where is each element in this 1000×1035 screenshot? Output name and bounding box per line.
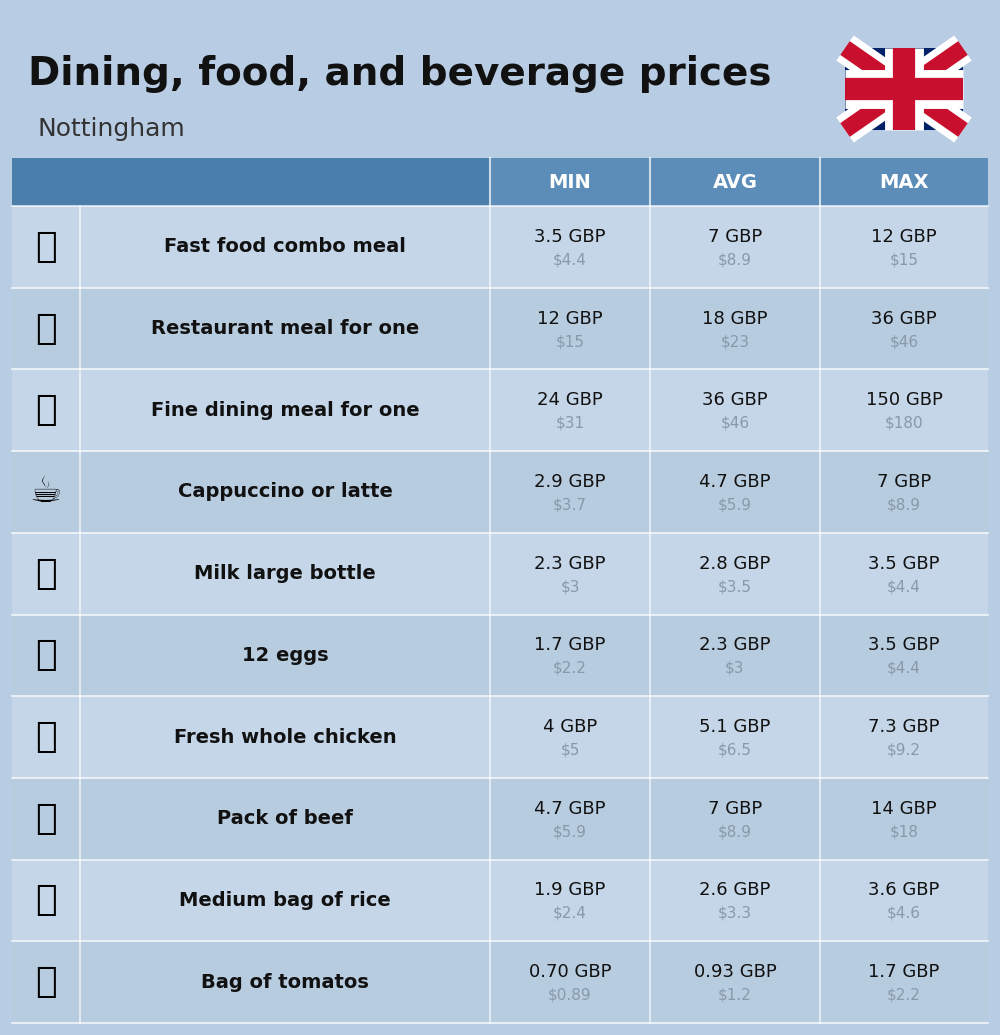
Bar: [12, 206, 988, 288]
Text: 1.7 GBP: 1.7 GBP: [868, 964, 940, 981]
Text: $8.9: $8.9: [718, 253, 752, 267]
Text: 1.7 GBP: 1.7 GBP: [534, 637, 606, 654]
Text: 5.1 GBP: 5.1 GBP: [699, 718, 771, 736]
Text: 3.5 GBP: 3.5 GBP: [868, 555, 940, 572]
Text: 36 GBP: 36 GBP: [871, 309, 937, 327]
Text: 2.8 GBP: 2.8 GBP: [699, 555, 771, 572]
Text: Milk large bottle: Milk large bottle: [194, 564, 376, 583]
Bar: [12, 860, 988, 941]
Text: 🥩: 🥩: [35, 802, 57, 835]
Bar: [12, 697, 988, 778]
Text: 7 GBP: 7 GBP: [877, 473, 931, 491]
Text: $8.9: $8.9: [887, 498, 921, 512]
Text: 150 GBP: 150 GBP: [866, 391, 942, 409]
Text: 2.3 GBP: 2.3 GBP: [534, 555, 606, 572]
Text: 18 GBP: 18 GBP: [702, 309, 768, 327]
Text: 12 GBP: 12 GBP: [537, 309, 603, 327]
Bar: [12, 158, 988, 206]
Text: 🥛: 🥛: [35, 557, 57, 591]
Text: 0.70 GBP: 0.70 GBP: [529, 964, 611, 981]
Text: Dining, food, and beverage prices: Dining, food, and beverage prices: [28, 55, 772, 93]
Bar: [12, 288, 988, 369]
Text: 0.93 GBP: 0.93 GBP: [694, 964, 776, 981]
Text: MAX: MAX: [879, 173, 929, 191]
Text: 3.5 GBP: 3.5 GBP: [534, 228, 606, 246]
Text: $5.9: $5.9: [718, 498, 752, 512]
Text: $6.5: $6.5: [718, 742, 752, 758]
Text: $4.4: $4.4: [887, 661, 921, 676]
Text: 2.6 GBP: 2.6 GBP: [699, 882, 771, 899]
Text: 🍅: 🍅: [35, 966, 57, 999]
Text: $4.4: $4.4: [887, 580, 921, 594]
Text: 3.6 GBP: 3.6 GBP: [868, 882, 940, 899]
Text: 🥚: 🥚: [35, 639, 57, 673]
Bar: [12, 369, 988, 451]
Bar: [12, 533, 988, 615]
Text: $2.2: $2.2: [887, 987, 921, 1003]
Text: 7 GBP: 7 GBP: [708, 800, 762, 818]
Text: AVG: AVG: [712, 173, 758, 191]
Text: $18: $18: [890, 824, 918, 839]
Text: 14 GBP: 14 GBP: [871, 800, 937, 818]
Text: $5: $5: [560, 742, 580, 758]
Text: $3.3: $3.3: [718, 906, 752, 921]
Text: $4.6: $4.6: [887, 906, 921, 921]
Text: $9.2: $9.2: [887, 742, 921, 758]
Text: 🐔: 🐔: [35, 720, 57, 755]
Text: $3: $3: [725, 661, 745, 676]
Text: 🍔: 🍔: [35, 230, 57, 264]
Text: Nottingham: Nottingham: [38, 117, 186, 141]
Text: $180: $180: [885, 416, 923, 431]
Text: Bag of tomatos: Bag of tomatos: [201, 973, 369, 992]
Text: $8.9: $8.9: [718, 824, 752, 839]
Bar: [12, 778, 988, 860]
Text: $23: $23: [720, 334, 750, 349]
Bar: [12, 158, 490, 206]
Text: Medium bag of rice: Medium bag of rice: [179, 891, 391, 910]
Text: 7.3 GBP: 7.3 GBP: [868, 718, 940, 736]
Text: 24 GBP: 24 GBP: [537, 391, 603, 409]
Text: MIN: MIN: [549, 173, 591, 191]
Text: 3.5 GBP: 3.5 GBP: [868, 637, 940, 654]
Text: 12 eggs: 12 eggs: [242, 646, 328, 664]
Text: 4.7 GBP: 4.7 GBP: [534, 800, 606, 818]
Text: $0.89: $0.89: [548, 987, 592, 1003]
Text: 🍚: 🍚: [35, 884, 57, 917]
Text: $15: $15: [890, 253, 918, 267]
Text: $4.4: $4.4: [553, 253, 587, 267]
Text: $31: $31: [555, 416, 585, 431]
Text: $2.4: $2.4: [553, 906, 587, 921]
Bar: [12, 615, 988, 697]
Text: 🍽: 🍽: [35, 393, 57, 427]
Text: Pack of beef: Pack of beef: [217, 809, 353, 828]
Text: $3.7: $3.7: [553, 498, 587, 512]
Text: Fine dining meal for one: Fine dining meal for one: [151, 401, 419, 420]
Bar: [12, 941, 988, 1023]
Text: 7 GBP: 7 GBP: [708, 228, 762, 246]
Text: $2.2: $2.2: [553, 661, 587, 676]
Text: $3.5: $3.5: [718, 580, 752, 594]
Text: $46: $46: [889, 334, 919, 349]
Text: $5.9: $5.9: [553, 824, 587, 839]
Text: $46: $46: [720, 416, 750, 431]
Text: 4.7 GBP: 4.7 GBP: [699, 473, 771, 491]
Text: Fast food combo meal: Fast food combo meal: [164, 237, 406, 257]
Text: Cappuccino or latte: Cappuccino or latte: [178, 482, 392, 501]
Text: ☕: ☕: [30, 475, 62, 509]
Bar: [12, 451, 988, 533]
Text: $15: $15: [556, 334, 584, 349]
Text: 4 GBP: 4 GBP: [543, 718, 597, 736]
Text: 🍳: 🍳: [35, 312, 57, 346]
Bar: [845, 48, 963, 130]
Text: Restaurant meal for one: Restaurant meal for one: [151, 319, 419, 338]
Text: 2.9 GBP: 2.9 GBP: [534, 473, 606, 491]
Text: $3: $3: [560, 580, 580, 594]
Text: Fresh whole chicken: Fresh whole chicken: [174, 728, 396, 746]
Text: 2.3 GBP: 2.3 GBP: [699, 637, 771, 654]
Text: 1.9 GBP: 1.9 GBP: [534, 882, 606, 899]
Text: 36 GBP: 36 GBP: [702, 391, 768, 409]
Text: 12 GBP: 12 GBP: [871, 228, 937, 246]
Text: $1.2: $1.2: [718, 987, 752, 1003]
